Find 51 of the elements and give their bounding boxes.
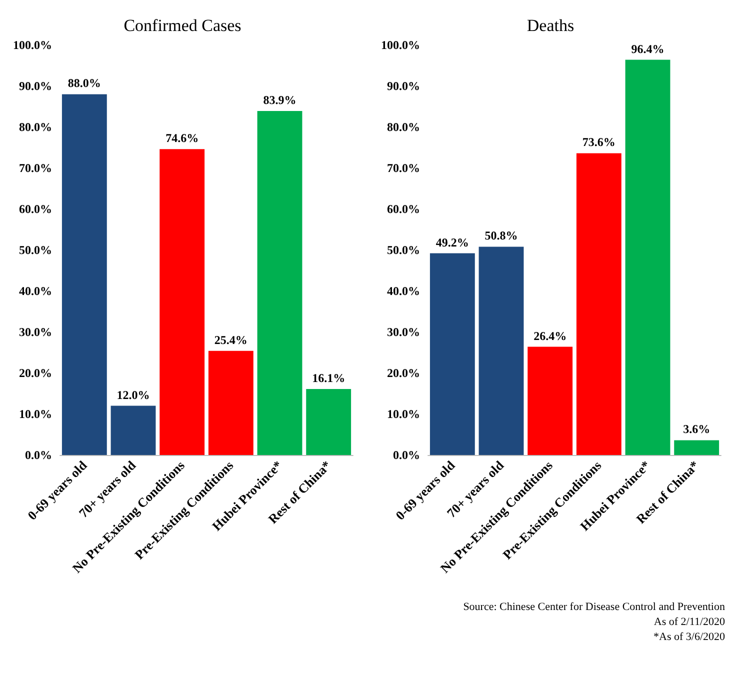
- bar: [576, 153, 622, 455]
- y-tick-label: 50.0%: [19, 243, 52, 257]
- y-tick-label: 0.0%: [25, 448, 52, 462]
- bar: [625, 60, 670, 455]
- y-tick-label: 20.0%: [387, 366, 420, 380]
- text: *As of 3/6/2020: [652, 630, 725, 645]
- y-tick-label: 70.0%: [19, 161, 52, 175]
- y-tick-label: 80.0%: [19, 120, 52, 134]
- data-label: 83.9%: [263, 93, 296, 108]
- data-label: 50.8%: [484, 228, 518, 243]
- bar: [160, 149, 205, 455]
- y-tick-label: 100.0%: [13, 38, 52, 52]
- bar: [306, 388, 352, 455]
- data-label: 74.6%: [166, 131, 199, 146]
- y-tick-label: 60.0%: [387, 202, 420, 216]
- y-tick-label: 100.0%: [381, 38, 420, 52]
- data-label: 16.1%: [312, 370, 346, 385]
- y-tick-label: 30.0%: [19, 325, 52, 339]
- chart-title: Confirmed Cases: [124, 16, 242, 35]
- data-label: 12.0%: [116, 388, 150, 402]
- y-tick-label: 50.0%: [387, 243, 420, 257]
- bar: [478, 246, 524, 455]
- bar: [257, 111, 302, 455]
- data-label: 49.2%: [436, 235, 469, 250]
- y-tick-label: 0.0%: [393, 448, 420, 462]
- y-tick-label: 90.0%: [19, 79, 52, 93]
- data-label: 25.4%: [214, 332, 248, 347]
- y-tick-label: 20.0%: [19, 366, 52, 380]
- y-tick-label: 90.0%: [387, 79, 420, 93]
- y-tick-label: 80.0%: [387, 120, 420, 134]
- text: As of 2/11/2020: [652, 615, 725, 630]
- bar: [110, 406, 156, 455]
- data-label: 73.6%: [582, 135, 616, 150]
- source-note: Source: Chinese Center for Disease Control and Prevention: [463, 600, 725, 615]
- bar: [208, 350, 254, 455]
- data-label: 96.4%: [631, 42, 664, 56]
- data-label: 88.0%: [68, 76, 101, 90]
- bar: [674, 440, 720, 455]
- data-label: 26.4%: [534, 328, 567, 343]
- bar: [430, 253, 475, 455]
- y-tick-label: 10.0%: [387, 407, 420, 421]
- y-tick-label: 40.0%: [19, 284, 52, 298]
- y-tick-label: 60.0%: [19, 202, 52, 216]
- y-tick-label: 30.0%: [387, 325, 420, 339]
- y-tick-label: 70.0%: [387, 161, 420, 175]
- y-tick-label: 40.0%: [387, 284, 420, 298]
- data-label: 3.6%: [683, 422, 710, 436]
- bar: [528, 346, 573, 455]
- chart-title: Deaths: [526, 16, 574, 35]
- bar: [62, 94, 107, 455]
- y-tick-label: 10.0%: [19, 407, 52, 421]
